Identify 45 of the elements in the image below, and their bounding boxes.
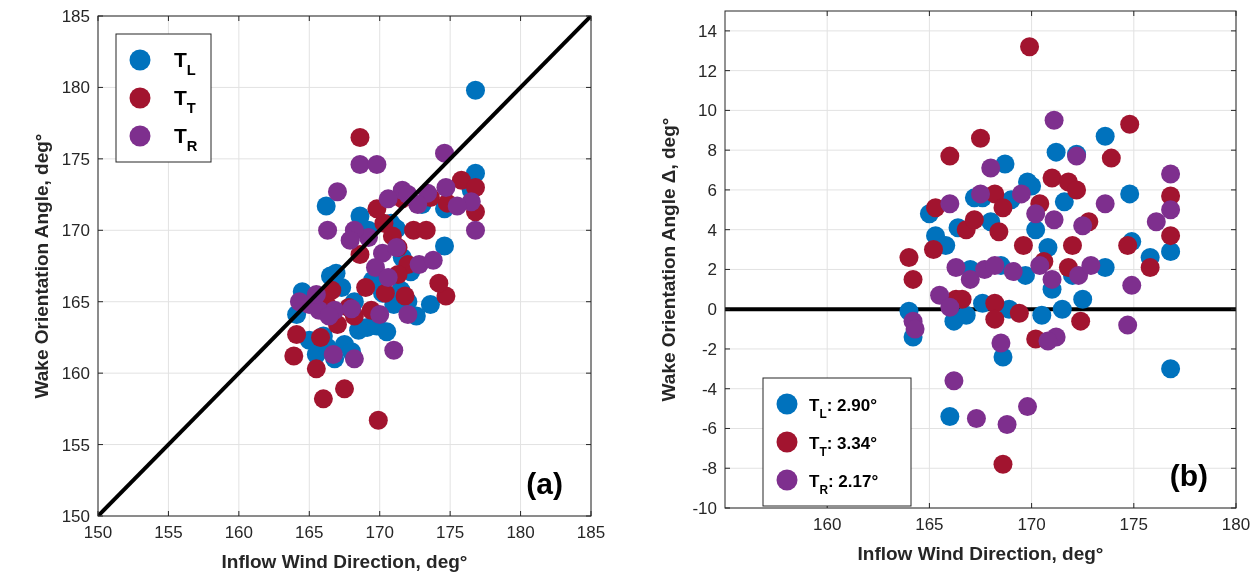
y-tick-label: 165 bbox=[61, 292, 90, 312]
x-tick-label: 155 bbox=[154, 523, 183, 542]
text: R bbox=[186, 138, 198, 154]
x-axis-title: Inflow Wind Direction, deg° bbox=[221, 551, 468, 572]
x-tick-label: 170 bbox=[1017, 515, 1046, 534]
legend-label: T$_{R}$: 2.17° bbox=[809, 472, 879, 497]
x-tick-label: 175 bbox=[435, 523, 465, 542]
y-tick-label: 185 bbox=[61, 7, 90, 26]
x-axis-title: Inflow Wind Direction, deg° bbox=[857, 543, 1104, 564]
annotation: (a) bbox=[526, 467, 563, 500]
y-tick-label: -10 bbox=[692, 499, 717, 518]
x-tick-label: 165 bbox=[295, 523, 324, 542]
y-tick-label: 12 bbox=[698, 61, 717, 81]
y-tick-label: 14 bbox=[698, 21, 717, 41]
y-tick-label: -2 bbox=[701, 339, 717, 359]
x-tick-label: 180 bbox=[1221, 515, 1251, 534]
x-tick-label: 185 bbox=[576, 523, 606, 542]
x-tick-label: 160 bbox=[224, 523, 254, 542]
y-tick-label: 2 bbox=[707, 260, 717, 280]
x-tick-label: 180 bbox=[506, 523, 535, 542]
x-tick-label: 150 bbox=[83, 523, 113, 542]
y-tick-label: 4 bbox=[707, 220, 717, 240]
y-tick-label: 155 bbox=[61, 435, 90, 455]
y-tick-label: -4 bbox=[701, 379, 717, 399]
annotation: (b) bbox=[1169, 459, 1208, 492]
y-tick-label: 160 bbox=[61, 364, 90, 384]
y-axis-title: Wake Orientation Angle, deg° bbox=[31, 133, 52, 399]
y-tick-label: 180 bbox=[61, 78, 90, 98]
legend-label: T$_{L}$: 2.90° bbox=[809, 396, 878, 421]
y-axis-title: Wake Orientation Angle Δ, deg° bbox=[658, 117, 679, 402]
x-tick-label: 175 bbox=[1119, 515, 1148, 534]
legend-label: T$_{T}$: 3.34° bbox=[809, 434, 878, 459]
y-tick-label: 10 bbox=[698, 101, 717, 121]
y-tick-label: 0 bbox=[707, 300, 717, 320]
x-tick-label: 165 bbox=[915, 515, 944, 534]
y-tick-label: 6 bbox=[707, 180, 717, 200]
y-tick-label: -8 bbox=[701, 459, 717, 479]
legend-label: T$_{L}$ bbox=[174, 48, 196, 78]
text: T bbox=[174, 86, 187, 109]
y-tick-label: -6 bbox=[701, 419, 717, 439]
x-tick-label: 160 bbox=[813, 515, 842, 534]
y-tick-label: 175 bbox=[61, 149, 90, 169]
y-tick-label: 8 bbox=[707, 141, 717, 161]
x-tick-label: 170 bbox=[365, 523, 394, 542]
y-tick-label: 170 bbox=[61, 221, 90, 241]
